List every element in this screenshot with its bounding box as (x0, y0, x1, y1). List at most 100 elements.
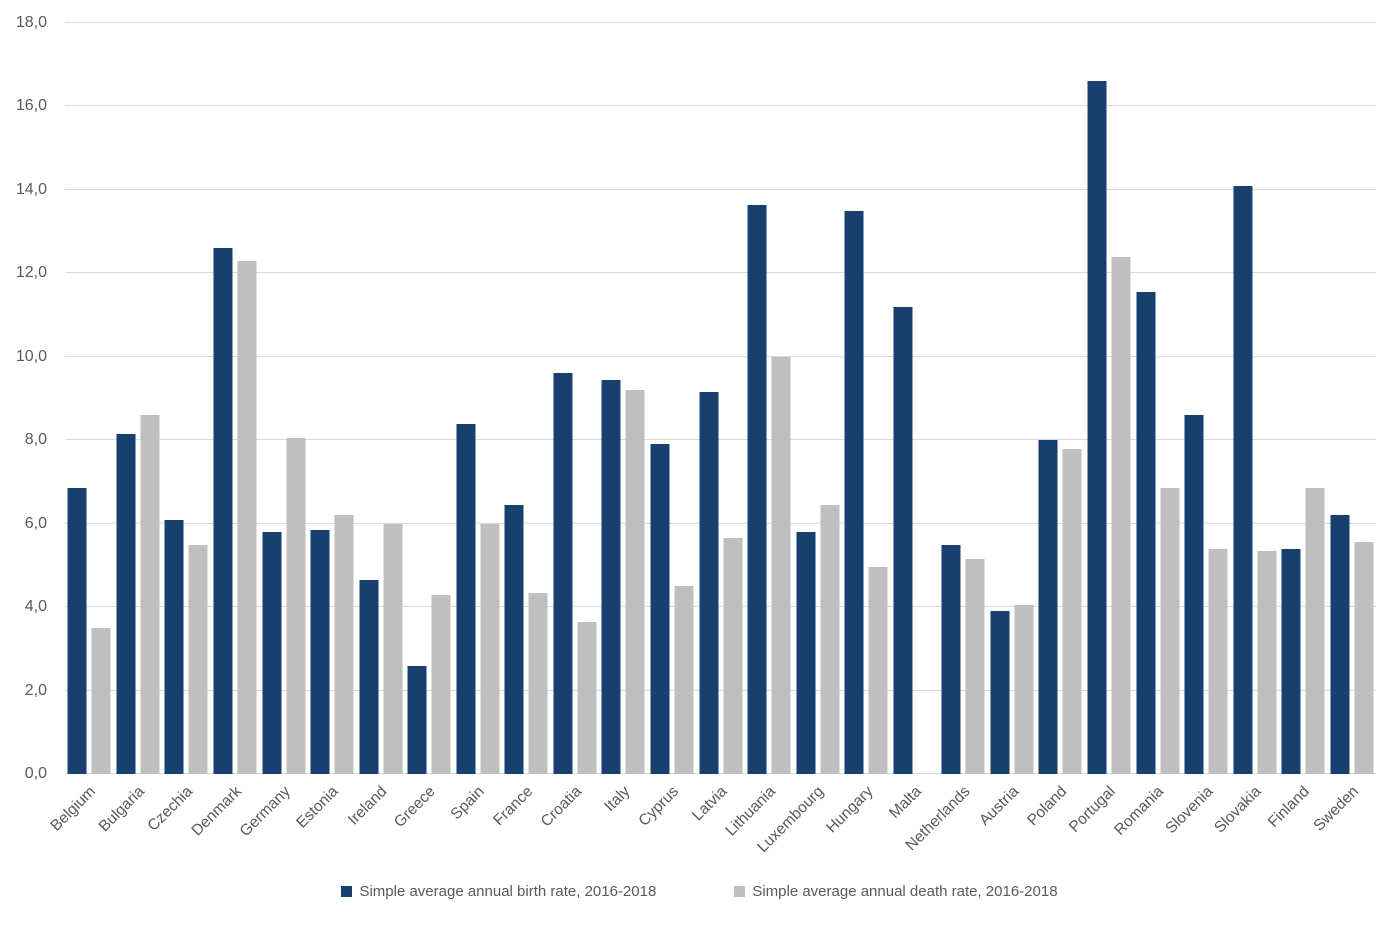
death-rate-bar-bulgaria (140, 415, 160, 774)
bar-group-hungary (844, 23, 888, 774)
death-rate-bar-cyprus (674, 586, 694, 774)
y-tick-label-18-0: 18,0 (15, 14, 47, 31)
x-axis-labels: Belgium Bulgaria Czechia Denmark Germany Esto… (48, 774, 1376, 864)
birth-rate-bar-romania (1136, 292, 1155, 774)
x-axis-label-france: France (490, 783, 537, 830)
legend-label-death-rate: Simple average annual death rate, 2016-2… (752, 883, 1058, 900)
x-axis-label-cyprus: Cyprus (635, 783, 682, 830)
gridline-4-0 (65, 606, 1376, 608)
bar-group-malta (893, 23, 936, 774)
death-rate-bar-austria (1014, 605, 1034, 774)
birth-rate-bar-germany (262, 532, 281, 774)
x-axis-label-portugal: Portugal (1066, 783, 1119, 836)
death-rate-bar-latvia (723, 538, 742, 774)
x-axis-label-finland: Finland (1265, 783, 1314, 831)
bar-group-slovakia (1233, 23, 1277, 774)
birth-rate-bar-netherlands (941, 544, 961, 774)
death-rate-bar-romania (1160, 488, 1179, 774)
y-axis: 0,0 2,0 4,0 6,0 8,0 10,0 12,0 14,0 16,0 18,0 (0, 14, 55, 782)
birth-rate-bar-ireland (359, 580, 379, 774)
bar-group-netherlands (941, 23, 985, 774)
plot-area (65, 22, 1376, 774)
bar-group-france (504, 23, 548, 774)
birth-rate-bar-bulgaria (116, 433, 136, 774)
death-rate-bar-ireland (383, 523, 403, 774)
x-axis-label-slovenia: Slovenia (1161, 783, 1217, 838)
x-axis-label-denmark: Denmark (188, 783, 245, 840)
birth-rate-bar-spain (456, 423, 476, 774)
y-tick-label-14-0: 14,0 (15, 180, 47, 198)
x-axis-label-estonia: Estonia (293, 783, 343, 832)
birth-rate-bar-belgium (67, 488, 87, 774)
bar-group-lithuania (747, 23, 791, 774)
bar-group-bulgaria (116, 23, 160, 774)
bar-group-croatia (553, 23, 597, 774)
x-axis-label-austria: Austria (975, 783, 1022, 830)
x-axis-label-italy: Italy (601, 783, 634, 816)
bar-group-denmark (213, 23, 257, 774)
bar-group-italy (601, 23, 645, 774)
birth-rate-bar-greece (407, 665, 427, 774)
bar-group-estonia (310, 23, 354, 774)
birth-rate-bar-finland (1281, 548, 1301, 774)
gridline-18-0 (65, 22, 1376, 23)
x-axis-label-croatia: Croatia (537, 783, 585, 831)
death-rate-bar-sweden (1354, 542, 1374, 774)
x-axis-label-spain: Spain (447, 783, 488, 824)
death-rate-bar-lithuania (771, 356, 791, 774)
legend: Simple average annual birth rate, 2016-2… (0, 883, 1399, 900)
death-rate-bar-france (528, 592, 548, 774)
birth-rate-bar-denmark (213, 248, 233, 774)
bar-group-ireland (359, 23, 403, 774)
x-axis-label-sweden: Sweden (1310, 783, 1362, 835)
x-axis-label-belgium: Belgium (47, 783, 100, 835)
birth-rate-bar-slovenia (1184, 415, 1204, 774)
gridline-6-0 (65, 522, 1376, 524)
x-axis-label-latvia: Latvia (689, 783, 731, 825)
birth-rate-bar-lithuania (747, 204, 767, 774)
legend-item-birth-rate: Simple average annual birth rate, 2016-2… (341, 883, 656, 900)
y-tick-label-16-0: 16,0 (15, 97, 47, 115)
bar-group-austria (990, 23, 1034, 774)
bar-group-poland (1038, 23, 1082, 774)
death-rate-bar-finland (1305, 488, 1325, 774)
y-tick-label-12-0: 12,0 (15, 264, 47, 282)
y-tick-label-6-0: 6,0 (24, 514, 47, 532)
death-rate-bar-germany (286, 438, 305, 774)
y-tick-label-4-0: 4,0 (24, 598, 47, 616)
death-rate-bar-luxembourg (820, 504, 840, 774)
x-axis-label-greece: Greece (391, 783, 440, 831)
y-tick-label-10-0: 10,0 (15, 347, 47, 365)
bar-group-czechia (164, 23, 208, 774)
death-rate-bar-belgium (91, 627, 111, 774)
bar-group-portugal (1087, 23, 1131, 774)
x-axis-label-poland: Poland (1024, 783, 1071, 830)
bar-group-germany (262, 23, 305, 774)
birth-rate-bar-malta (893, 306, 913, 774)
birth-rate-bar-estonia (310, 529, 330, 774)
x-axis-label-ireland: Ireland (345, 783, 391, 829)
birth-rate-bar-croatia (553, 373, 573, 774)
bar-group-spain (456, 23, 500, 774)
birth-rate-bar-portugal (1087, 81, 1107, 774)
y-tick-label-8-0: 8,0 (24, 431, 47, 449)
birth-rate-bar-luxembourg (796, 532, 816, 774)
legend-swatch-birth-rate-icon (341, 886, 353, 897)
y-tick-label-2-0: 2,0 (24, 681, 47, 699)
legend-item-death-rate: Simple average annual death rate, 2016-2… (734, 883, 1058, 900)
death-rate-bar-estonia (334, 515, 354, 774)
gridline-10-0 (65, 355, 1376, 357)
birth-rate-bar-latvia (699, 392, 718, 774)
bar-group-finland (1281, 23, 1325, 774)
gridline-0-0 (65, 773, 1376, 774)
gridline-12-0 (65, 272, 1376, 274)
gridline-2-0 (65, 689, 1376, 691)
birth-rate-bar-italy (601, 379, 621, 774)
death-rate-bar-portugal (1111, 256, 1131, 774)
bar-group-romania (1136, 23, 1179, 774)
legend-swatch-death-rate-icon (734, 886, 746, 897)
death-rate-bar-poland (1062, 448, 1082, 774)
gridline-16-0 (65, 105, 1376, 107)
x-axis-label-romania: Romania (1111, 783, 1168, 839)
